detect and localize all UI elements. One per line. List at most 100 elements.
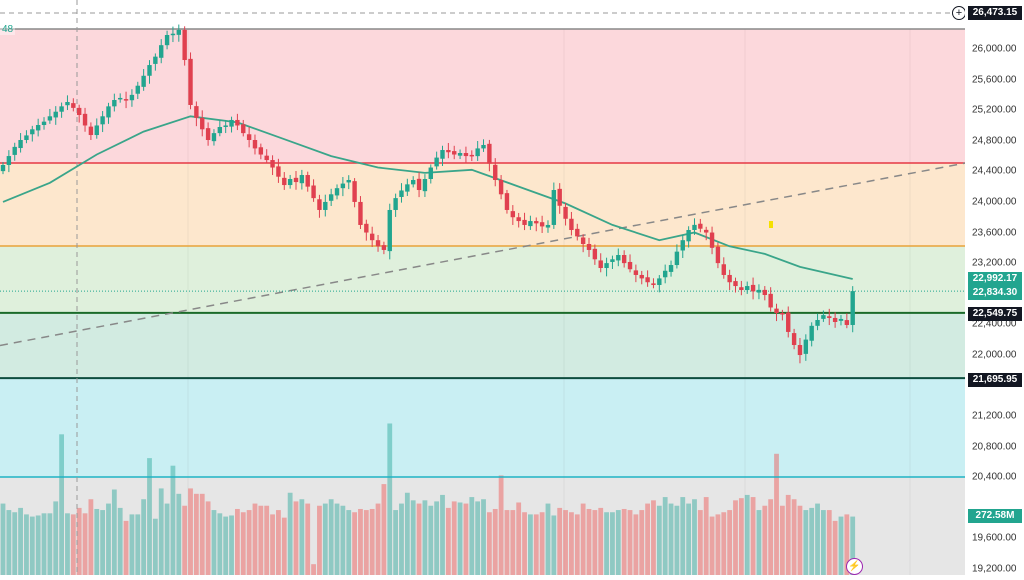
candle-body (715, 246, 721, 264)
candle-body (293, 177, 299, 183)
candle-body (539, 222, 545, 227)
volume-bar (674, 505, 680, 575)
candle-body (750, 284, 756, 292)
trend-line (0, 162, 966, 347)
candle-body (586, 243, 592, 250)
volume-bar (6, 510, 12, 575)
volume-bar (592, 510, 598, 575)
candle-body (94, 125, 99, 136)
volume-bar (129, 514, 135, 575)
volume-bar (35, 515, 41, 575)
candle-body (358, 201, 363, 225)
volume-bar (440, 494, 445, 575)
price-tick-label: 22,000.00 (972, 349, 1017, 361)
candle-body (504, 193, 510, 210)
chart-pane[interactable]: 48 + ⚡ (0, 0, 966, 575)
volume-bar (358, 508, 363, 575)
volume-bar (533, 514, 539, 575)
lightning-icon[interactable]: ⚡ (846, 558, 863, 575)
price-tick-label: 20,400.00 (972, 471, 1017, 483)
candle-body (235, 119, 240, 126)
candle-body (563, 206, 568, 219)
volume-bar (246, 510, 252, 575)
volume-bar (252, 503, 258, 575)
volume-bar (797, 505, 803, 575)
price-tick-label: 23,200.00 (972, 257, 1017, 269)
volume-bar (809, 507, 815, 575)
add-alert-plus-icon[interactable]: + (952, 6, 966, 20)
candle-body (194, 106, 199, 118)
candle-body (850, 291, 855, 325)
candle-body (704, 229, 709, 233)
candle-body (756, 289, 762, 293)
candle-body (610, 259, 615, 262)
candle-body (446, 150, 451, 153)
volume-bar (170, 465, 176, 575)
volume-bar (287, 492, 293, 575)
volume-bar (651, 500, 656, 575)
candle-body (475, 148, 480, 157)
volume-bar (393, 510, 399, 575)
volume-bar (639, 510, 645, 575)
moving-average-line (2, 115, 853, 280)
volume-bar (457, 502, 463, 575)
candle-body (434, 157, 439, 167)
volume-bar (645, 503, 650, 575)
candle-body (493, 164, 498, 180)
price-tick-label: 23,600.00 (972, 227, 1017, 239)
candle-body (135, 85, 140, 94)
volume-bar (352, 512, 357, 575)
candle-body (844, 320, 850, 325)
candle-body (487, 143, 492, 164)
volume-bar (158, 488, 164, 575)
volume-bar (258, 505, 264, 575)
candle-body (65, 101, 70, 106)
candle-body (147, 65, 152, 76)
candle-body (821, 315, 826, 319)
indicator-label: 48 (0, 24, 16, 35)
candle-body (440, 150, 445, 159)
volume-bar (176, 493, 182, 575)
volume-bar (815, 503, 820, 575)
candle-body (153, 56, 158, 64)
volume-bar (486, 512, 492, 575)
candle-body (375, 240, 381, 247)
volume-bar (662, 497, 668, 575)
candle-body (422, 178, 428, 192)
candle-body (323, 201, 328, 210)
candle-body (241, 124, 246, 134)
volume-bar (311, 564, 316, 575)
candle-body (745, 286, 750, 291)
volume-bar (188, 488, 193, 575)
candle-body (428, 167, 433, 179)
candle-body (141, 75, 146, 87)
volume-bar (750, 497, 756, 575)
zone-green (0, 245, 965, 313)
volume-bar (803, 510, 809, 575)
candle-body (170, 33, 176, 36)
candle-body (768, 293, 773, 308)
volume-bar (680, 497, 686, 575)
volume-bar (522, 512, 527, 575)
volume-bar (586, 508, 592, 575)
price-axis[interactable]: 26,000.00 25,600.00 25,200.00 24,800.00 24,4… (965, 0, 1024, 575)
candle-body (498, 179, 504, 195)
volume-bar (744, 494, 750, 575)
volume-bar (516, 502, 522, 575)
candle-body (604, 263, 609, 269)
volume-bar (346, 510, 352, 575)
candle-body (827, 316, 832, 318)
price-chart[interactable] (0, 0, 966, 575)
volume-bar (375, 503, 381, 575)
volume-bar (785, 494, 791, 575)
candle-body (264, 155, 269, 161)
volume-bar (791, 499, 797, 575)
candle-body (657, 278, 662, 285)
event-marker (769, 221, 773, 228)
candle-body (452, 151, 457, 155)
candle-body (510, 211, 516, 218)
volume-bar (111, 489, 117, 575)
candle-body (551, 190, 557, 225)
candle-body (791, 333, 797, 346)
price-tick-label: 22,400.00 (972, 318, 1017, 330)
